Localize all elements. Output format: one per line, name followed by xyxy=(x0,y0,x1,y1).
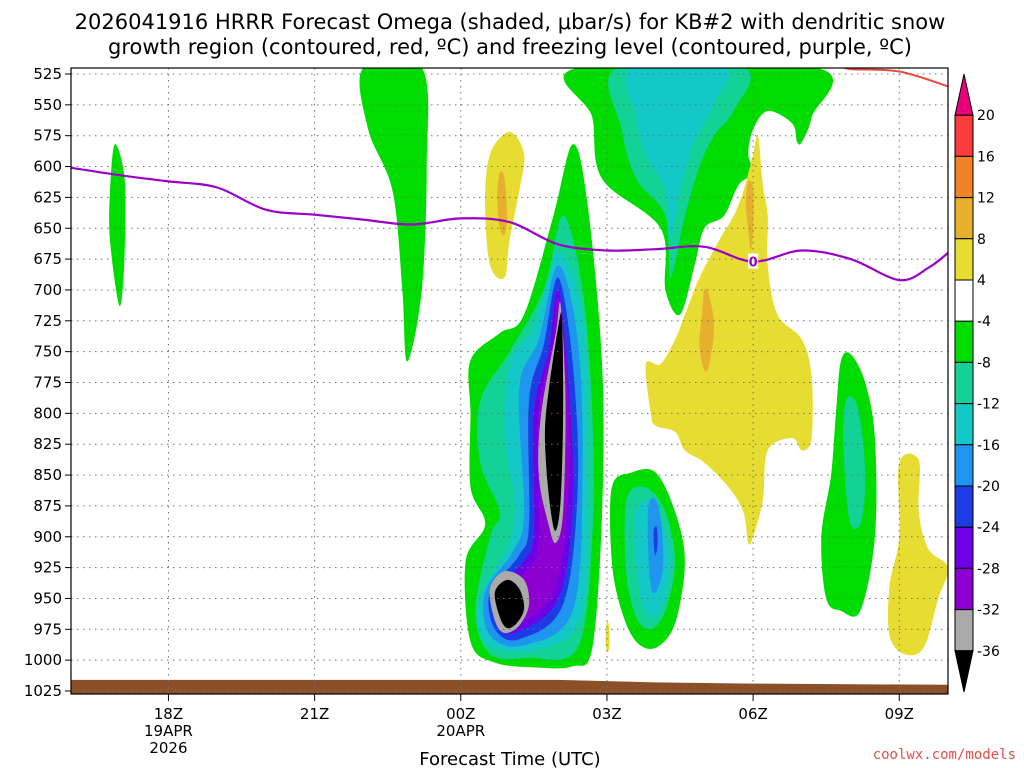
terrain-fill xyxy=(71,679,948,694)
x-date-label-20APR: 20APR xyxy=(436,722,485,740)
y-tick-label-725: 725 xyxy=(33,312,62,330)
credit-link[interactable]: coolwx.com/models xyxy=(873,747,1016,763)
omega-region-downward-4 xyxy=(109,144,126,307)
x-year-label: 2026 xyxy=(149,739,187,757)
colorbar-label-12: 12 xyxy=(977,191,995,207)
y-tick-label-700: 700 xyxy=(33,281,62,299)
colorbar-box-13 xyxy=(954,609,974,652)
omega-region-upward-4 xyxy=(605,620,610,652)
colorbar-label--8: -8 xyxy=(977,355,991,371)
omega-region-upward-8 xyxy=(745,180,754,251)
colorbar-box-2 xyxy=(954,155,974,199)
freezing-level-contour xyxy=(71,166,948,282)
y-tick-label-650: 650 xyxy=(33,219,62,237)
grid-lines xyxy=(71,68,948,694)
colorbar-box-0 xyxy=(954,73,974,116)
plot-frame xyxy=(70,67,949,695)
colorbar-label--32: -32 xyxy=(977,603,1000,619)
freezing-level-label-bg xyxy=(748,253,759,269)
x-tick-label-21Z: 21Z xyxy=(300,705,329,723)
omega-region-lower-right-8 xyxy=(843,396,866,530)
colorbar-label--24: -24 xyxy=(977,520,1000,536)
omega-region-downward-4 xyxy=(359,68,429,362)
colorbar-label--16: -16 xyxy=(977,438,1000,454)
omega-region-upward-4 xyxy=(888,453,948,656)
y-tick-label-825: 825 xyxy=(33,435,62,453)
y-tick-label-850: 850 xyxy=(33,466,62,484)
omega-region-lower-core-36 xyxy=(494,579,525,629)
freezing-level-label: 0 xyxy=(749,256,758,271)
dendritic-zone-contour xyxy=(842,68,948,88)
y-tick-label-925: 925 xyxy=(33,559,62,577)
omega-region-upward-4 xyxy=(645,134,813,545)
colorbar-label-8: 8 xyxy=(977,232,986,248)
colorbar-box-1 xyxy=(954,114,974,157)
colorbar-label-4: 4 xyxy=(977,273,986,289)
y-tick-label-600: 600 xyxy=(33,158,62,176)
colorbar-box-8 xyxy=(954,403,974,446)
colorbar-label--12: -12 xyxy=(977,397,1000,413)
x-tick-label-09Z: 09Z xyxy=(885,705,914,723)
colorbar-label-20: 20 xyxy=(977,108,995,124)
surface-terrain xyxy=(71,679,948,694)
colorbar-box-9 xyxy=(954,444,974,487)
colorbar-box-5 xyxy=(954,279,974,322)
colorbar-box-7 xyxy=(954,361,974,405)
y-tick-label-1025: 1025 xyxy=(24,682,62,700)
contours: 0 xyxy=(71,68,948,282)
colorbar-box-14 xyxy=(954,650,974,693)
colorbar-box-6 xyxy=(954,320,974,363)
chart-title: 2026041916 HRRR Forecast Omega (shaded, … xyxy=(75,10,946,34)
y-tick-label-800: 800 xyxy=(33,404,62,422)
y-tick-label-900: 900 xyxy=(33,528,62,546)
colorbar-label--36: -36 xyxy=(977,644,1000,660)
colorbar-box-10 xyxy=(954,485,974,528)
colorbar-label--4: -4 xyxy=(977,314,991,330)
x-tick-label-03Z: 03Z xyxy=(592,705,621,723)
omega-region-upward-8 xyxy=(699,288,715,372)
y-tick-label-675: 675 xyxy=(33,250,62,268)
colorbar-box-11 xyxy=(954,526,974,569)
y-tick-label-975: 975 xyxy=(33,620,62,638)
y-tick-label-1000: 1000 xyxy=(24,651,62,669)
x-tick-label-06Z: 06Z xyxy=(738,705,767,723)
x-axis-title: Forecast Time (UTC) xyxy=(419,749,600,768)
y-tick-label-550: 550 xyxy=(33,96,62,114)
x-tick-label-18Z: 18Z xyxy=(154,705,183,723)
colorbar-label-16: 16 xyxy=(977,149,995,165)
pressure-axis: 525 550 575 600 625 650 675 700 725 750 775 800 825 8… xyxy=(24,65,71,700)
x-date-label-19APR: 19APR xyxy=(144,722,193,740)
y-tick-label-575: 575 xyxy=(33,127,62,145)
omega-region-upper-right-12 xyxy=(625,68,729,241)
omega-colorbar: 20 16 12 8 4 -4 -8 -12 -16 -20 -24 -28 -32 -36 xyxy=(954,73,1000,693)
colorbar-label--20: -20 xyxy=(977,479,1000,495)
colorbar-box-12 xyxy=(954,567,974,611)
omega-shading xyxy=(109,68,948,669)
omega-region-lower-middle-20 xyxy=(653,526,658,556)
x-tick-label-00Z: 00Z xyxy=(446,705,475,723)
chart-subtitle: growth region (contoured, red, ºC) and f… xyxy=(108,35,912,59)
colorbar-label--28: -28 xyxy=(977,561,1000,577)
colorbar-box-4 xyxy=(954,238,974,281)
y-tick-label-775: 775 xyxy=(33,374,62,392)
y-tick-label-750: 750 xyxy=(33,343,62,361)
y-tick-label-525: 525 xyxy=(33,65,62,83)
omega-region-main-updraft-36 xyxy=(544,312,564,531)
y-tick-label-950: 950 xyxy=(33,589,62,607)
y-tick-label-625: 625 xyxy=(33,188,62,206)
colorbar-box-3 xyxy=(954,197,974,240)
y-tick-label-875: 875 xyxy=(33,497,62,515)
